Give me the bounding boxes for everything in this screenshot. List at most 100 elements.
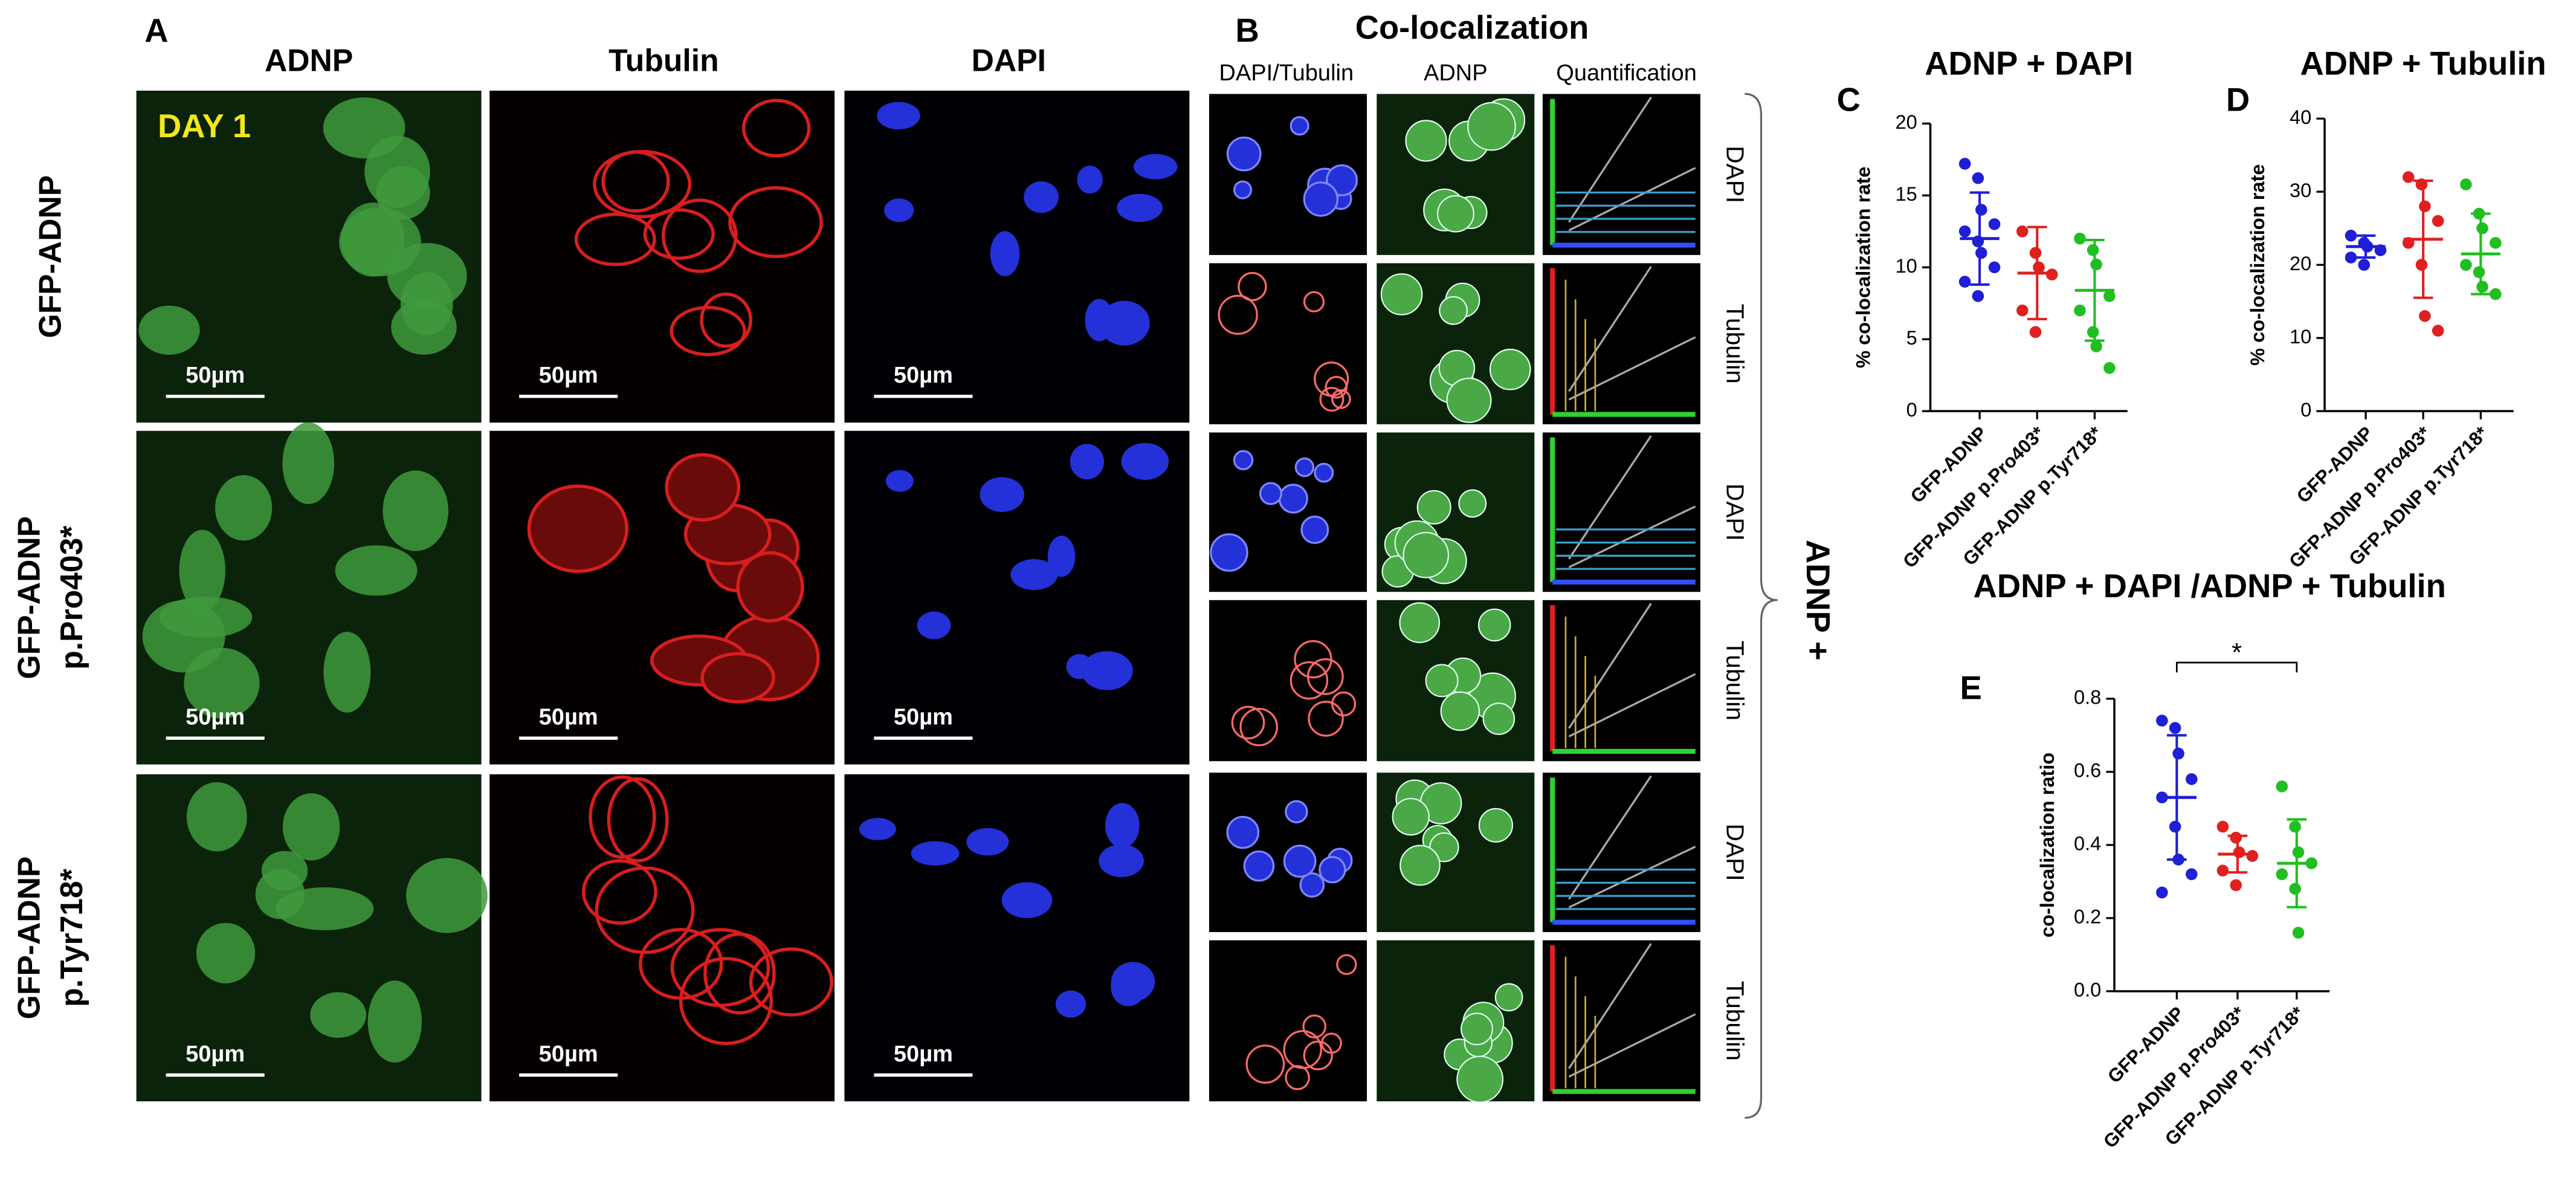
micrograph <box>1542 94 1700 255</box>
data-point <box>2276 868 2288 881</box>
nucleus <box>1105 803 1140 848</box>
data-point <box>2292 927 2305 939</box>
nucleus <box>980 477 1025 512</box>
cell <box>1218 294 1258 335</box>
data-point <box>1958 276 1971 288</box>
data-point <box>2029 247 2042 259</box>
micrograph-bg <box>1542 600 1700 762</box>
cell <box>1405 120 1447 162</box>
row-label: p.Tyr718* <box>54 868 89 1007</box>
cell <box>1478 808 1514 843</box>
data-point <box>1975 204 1987 216</box>
y-tick-label: 30 <box>2290 179 2311 201</box>
data-point <box>2419 310 2431 322</box>
cell <box>1303 1040 1333 1071</box>
micrograph <box>844 90 1190 423</box>
micrograph <box>1377 263 1535 424</box>
data-point <box>2460 259 2472 271</box>
cell <box>1482 702 1516 735</box>
data-point <box>1972 290 1984 302</box>
row-label: Tubulin <box>1722 641 1749 721</box>
y-tick-label: 0.8 <box>2074 686 2101 708</box>
plot-line <box>1568 435 1652 560</box>
data-point <box>2473 266 2485 279</box>
cell <box>670 305 746 357</box>
plot-line <box>1568 336 1696 401</box>
cell <box>1403 531 1450 578</box>
cell <box>1380 273 1423 316</box>
cell <box>186 782 247 852</box>
cell <box>310 992 367 1038</box>
nucleus <box>859 818 896 840</box>
cell <box>1245 1045 1285 1084</box>
data-point <box>2276 780 2288 792</box>
cell <box>1399 602 1441 643</box>
micrograph-bg <box>1542 432 1700 592</box>
column-header: DAPI <box>972 42 1046 77</box>
row-label: p.Pro403* <box>54 525 89 670</box>
data-point <box>2476 280 2488 293</box>
nucleus <box>1099 300 1150 346</box>
data-point <box>2169 820 2181 833</box>
data-point <box>2216 864 2229 877</box>
bracket <box>1745 92 1778 1119</box>
micrograph <box>1377 940 1535 1103</box>
data-point <box>2172 747 2184 760</box>
scale-bar-label: 50µm <box>539 363 598 388</box>
cell <box>215 475 273 541</box>
cell <box>1239 707 1278 747</box>
cell <box>335 545 418 596</box>
cell <box>1233 180 1253 199</box>
cell <box>1302 1014 1327 1038</box>
micrograph <box>844 774 1190 1102</box>
cell <box>700 652 775 704</box>
micrograph <box>1209 94 1367 255</box>
cell <box>643 208 715 260</box>
nucleus <box>911 841 960 866</box>
cell <box>1303 291 1325 313</box>
y-tick-label: 40 <box>2290 106 2311 128</box>
cell <box>367 980 422 1063</box>
nucleus <box>966 828 1009 856</box>
micrograph <box>844 430 1190 765</box>
cell <box>1233 450 1254 471</box>
y-tick-label: 0 <box>1906 398 1917 421</box>
micrograph <box>136 90 482 423</box>
data-point <box>1988 218 2001 230</box>
plot-line <box>1568 265 1652 392</box>
micrograph <box>1209 773 1367 932</box>
y-tick-label: 0.6 <box>2074 759 2101 782</box>
cell <box>1440 691 1480 731</box>
nucleus <box>1099 844 1144 878</box>
data-point <box>2289 883 2301 895</box>
y-tick-label: 10 <box>2290 325 2311 348</box>
cell <box>582 859 657 925</box>
nucleus <box>917 611 951 640</box>
y-tick-label: 20 <box>1896 111 1917 133</box>
cell <box>1319 387 1344 412</box>
panel-label: C <box>1837 81 1861 118</box>
cell <box>1416 490 1451 525</box>
y-tick-label: 0.4 <box>2074 832 2101 855</box>
cell <box>1283 844 1317 878</box>
column-header: ADNP <box>265 42 353 77</box>
data-point <box>2432 215 2444 227</box>
cell <box>741 99 811 158</box>
cell <box>1325 375 1348 399</box>
cell <box>376 166 430 219</box>
micrograph <box>489 774 835 1102</box>
cell <box>1489 348 1531 390</box>
cell <box>282 422 335 504</box>
micrograph <box>1377 432 1535 592</box>
y-tick-label: 15 <box>1896 183 1917 205</box>
plot-line <box>1568 603 1652 729</box>
cell <box>1285 800 1308 824</box>
nucleus <box>1077 165 1103 194</box>
micrograph <box>1209 432 1367 592</box>
data-point <box>2169 722 2181 734</box>
nucleus <box>1117 193 1163 222</box>
micrograph <box>489 90 835 423</box>
cell <box>1331 691 1357 717</box>
y-tick-label: 5 <box>1906 326 1917 349</box>
